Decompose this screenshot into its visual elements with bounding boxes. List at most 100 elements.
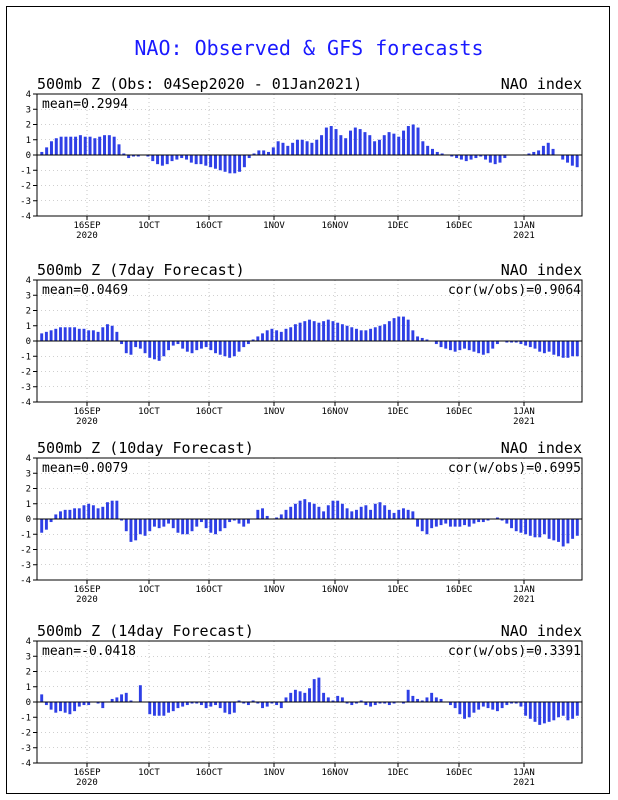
nao-bar xyxy=(477,341,481,354)
nao-bar xyxy=(63,702,67,713)
nao-bar xyxy=(552,702,556,721)
panel-title: 500mb Z (10day Forecast) xyxy=(37,439,254,457)
nao-bar xyxy=(448,702,452,706)
nao-bar xyxy=(420,700,424,702)
nao-bar xyxy=(96,508,100,519)
nao-bar xyxy=(312,503,316,519)
nao-bar xyxy=(575,155,579,168)
nao-bar xyxy=(448,341,452,351)
nao-bar xyxy=(110,325,114,341)
nao-bar xyxy=(373,327,377,341)
nao-bar xyxy=(383,702,387,704)
nao-bar xyxy=(392,133,396,155)
nao-bar xyxy=(271,147,275,155)
nao-bar xyxy=(551,148,555,155)
nao-bar xyxy=(151,155,155,162)
nao-bar xyxy=(199,519,203,523)
nao-bar xyxy=(477,702,481,710)
nao-bar xyxy=(101,702,105,709)
nao-bar xyxy=(481,341,485,355)
nao-bar xyxy=(194,155,198,165)
nao-bar xyxy=(185,702,189,706)
nao-bar xyxy=(308,688,311,702)
nao-bar xyxy=(303,499,307,519)
nao-bar xyxy=(505,702,509,706)
nao-bar xyxy=(510,341,513,343)
nao-bar xyxy=(242,519,246,527)
nao-bar xyxy=(546,142,550,155)
nao-bar xyxy=(293,324,297,341)
nao-bar xyxy=(110,500,114,519)
nao-bar xyxy=(218,341,222,355)
y-tick-label: -3 xyxy=(20,744,31,754)
mean-label: mean=-0.0418 xyxy=(42,644,136,659)
nao-bar xyxy=(289,692,293,702)
nao-bar xyxy=(223,519,227,529)
nao-bar xyxy=(315,139,319,155)
nao-bar xyxy=(488,155,492,163)
nao-bar xyxy=(190,702,194,704)
nao-bar xyxy=(561,702,565,716)
y-tick-label: 0 xyxy=(26,337,31,347)
nao-bar xyxy=(289,506,293,519)
y-tick-label: 3 xyxy=(26,652,31,662)
nao-bar xyxy=(59,511,62,519)
nao-bar xyxy=(406,689,410,702)
y-tick-label: 3 xyxy=(26,105,31,115)
nao-bar xyxy=(467,341,471,351)
nao-bar xyxy=(464,155,468,162)
nao-bar xyxy=(359,330,363,341)
nao-bar xyxy=(411,511,415,519)
nao-bar xyxy=(571,702,575,719)
nao-bar xyxy=(77,702,81,707)
nao-bar xyxy=(406,319,410,341)
nao-bar xyxy=(68,702,72,715)
x-tick-label: 16SEP xyxy=(73,585,101,595)
nao-bar xyxy=(477,519,481,523)
nao-bar xyxy=(265,702,269,707)
nao-bar xyxy=(44,331,48,341)
nao-bar xyxy=(542,519,546,535)
x-tick-label: 1DEC xyxy=(387,221,409,231)
nao-bar xyxy=(153,519,156,527)
nao-bar xyxy=(185,341,189,352)
nao-bar xyxy=(547,702,551,722)
nao-bar xyxy=(439,519,443,526)
nao-bar xyxy=(209,702,213,707)
nao-bar xyxy=(93,138,97,155)
y-tick-label: 2 xyxy=(26,485,31,495)
x-tick-label: 1JAN xyxy=(513,768,535,778)
nao-bar xyxy=(162,341,166,357)
nao-bar xyxy=(397,509,401,519)
nao-bar xyxy=(387,321,391,341)
nao-bar xyxy=(136,155,140,157)
nao-bar xyxy=(171,519,175,529)
nao-bar xyxy=(237,341,241,352)
nao-bar xyxy=(68,509,72,519)
y-tick-label: -4 xyxy=(20,576,31,586)
nao-bar xyxy=(117,144,121,155)
nao-bar xyxy=(256,702,260,704)
x-tick-label: 1OCT xyxy=(138,221,160,231)
nao-bar xyxy=(176,519,180,533)
nao-bar xyxy=(566,519,570,544)
nao-bar xyxy=(242,155,246,168)
nao-bar xyxy=(96,702,100,704)
nao-bar xyxy=(397,136,401,155)
nao-bar xyxy=(484,155,488,160)
figure-frame xyxy=(6,6,610,794)
nao-bar xyxy=(444,341,448,349)
nao-bar xyxy=(162,702,166,716)
nao-bar xyxy=(514,519,518,532)
nao-bar xyxy=(510,519,513,529)
nao-bar xyxy=(218,702,222,709)
nao-bar xyxy=(453,341,457,352)
nao-bar xyxy=(458,519,462,527)
nao-bar xyxy=(528,519,532,536)
nao-bar xyxy=(570,155,574,166)
chart-panel-1: 500mb Z (Obs: 04Sep2020 - 01Jan2021) NAO … xyxy=(20,75,583,241)
y-tick-label: -4 xyxy=(20,759,31,769)
nao-bar xyxy=(279,702,283,709)
nao-bar xyxy=(49,141,53,155)
nao-bar xyxy=(561,155,565,160)
